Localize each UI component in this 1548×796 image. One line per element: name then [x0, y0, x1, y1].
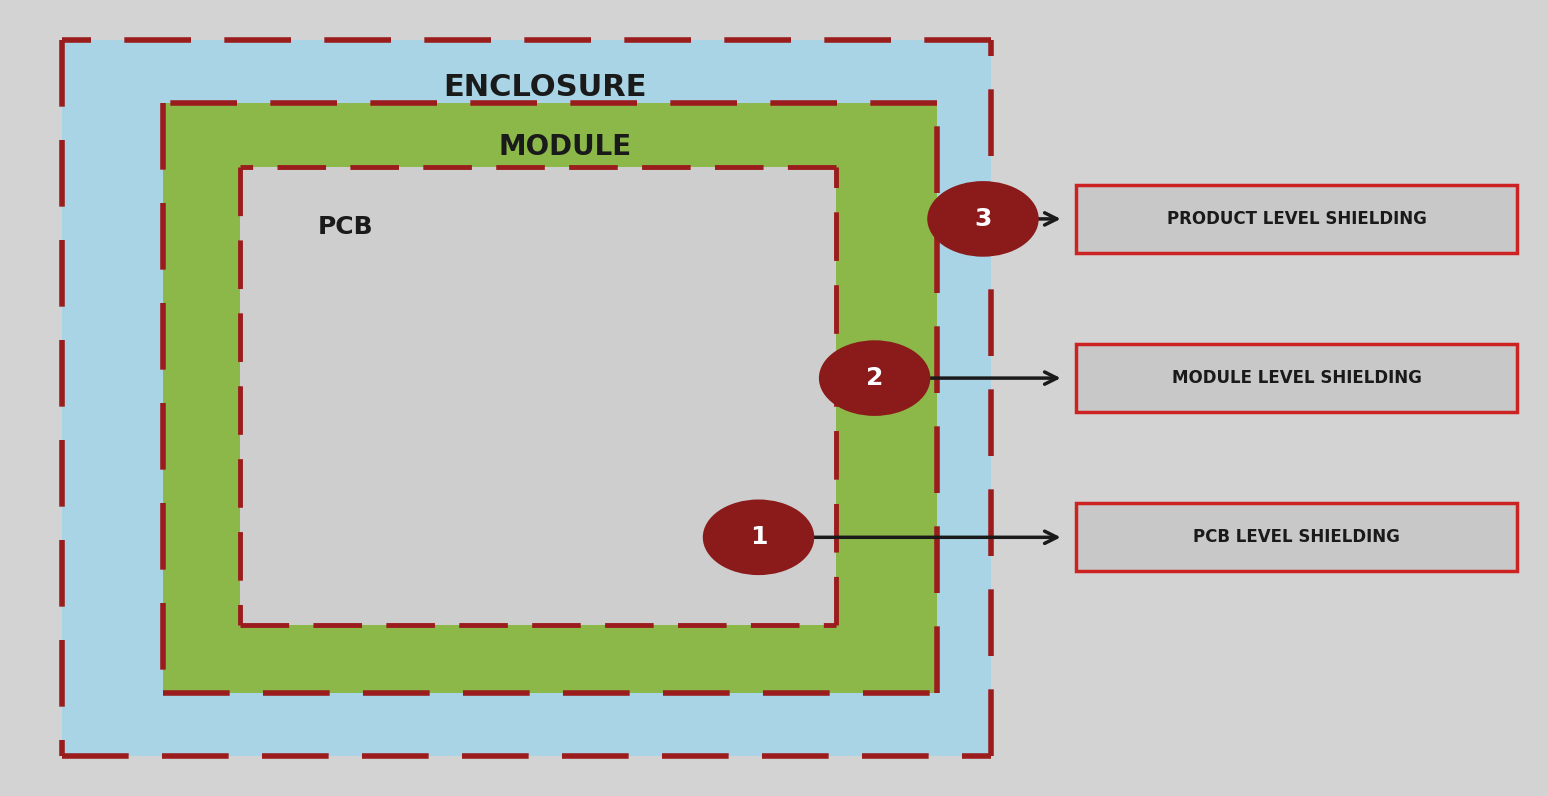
Text: 3: 3	[974, 207, 992, 231]
Text: MODULE LEVEL SHIELDING: MODULE LEVEL SHIELDING	[1172, 369, 1421, 387]
Ellipse shape	[927, 181, 1039, 256]
Ellipse shape	[819, 341, 930, 416]
Bar	[163, 103, 937, 693]
Text: 1: 1	[749, 525, 768, 549]
Text: ENCLOSURE: ENCLOSURE	[443, 73, 647, 102]
Text: PRODUCT LEVEL SHIELDING: PRODUCT LEVEL SHIELDING	[1167, 210, 1426, 228]
Text: PCB LEVEL SHIELDING: PCB LEVEL SHIELDING	[1194, 529, 1399, 546]
Bar	[240, 167, 836, 625]
Bar	[62, 40, 991, 756]
Text: 2: 2	[865, 366, 884, 390]
FancyBboxPatch shape	[1076, 344, 1517, 412]
Text: PCB: PCB	[317, 215, 373, 239]
Ellipse shape	[703, 500, 814, 575]
FancyBboxPatch shape	[1076, 185, 1517, 253]
Text: MODULE: MODULE	[498, 133, 632, 162]
FancyBboxPatch shape	[1076, 503, 1517, 572]
